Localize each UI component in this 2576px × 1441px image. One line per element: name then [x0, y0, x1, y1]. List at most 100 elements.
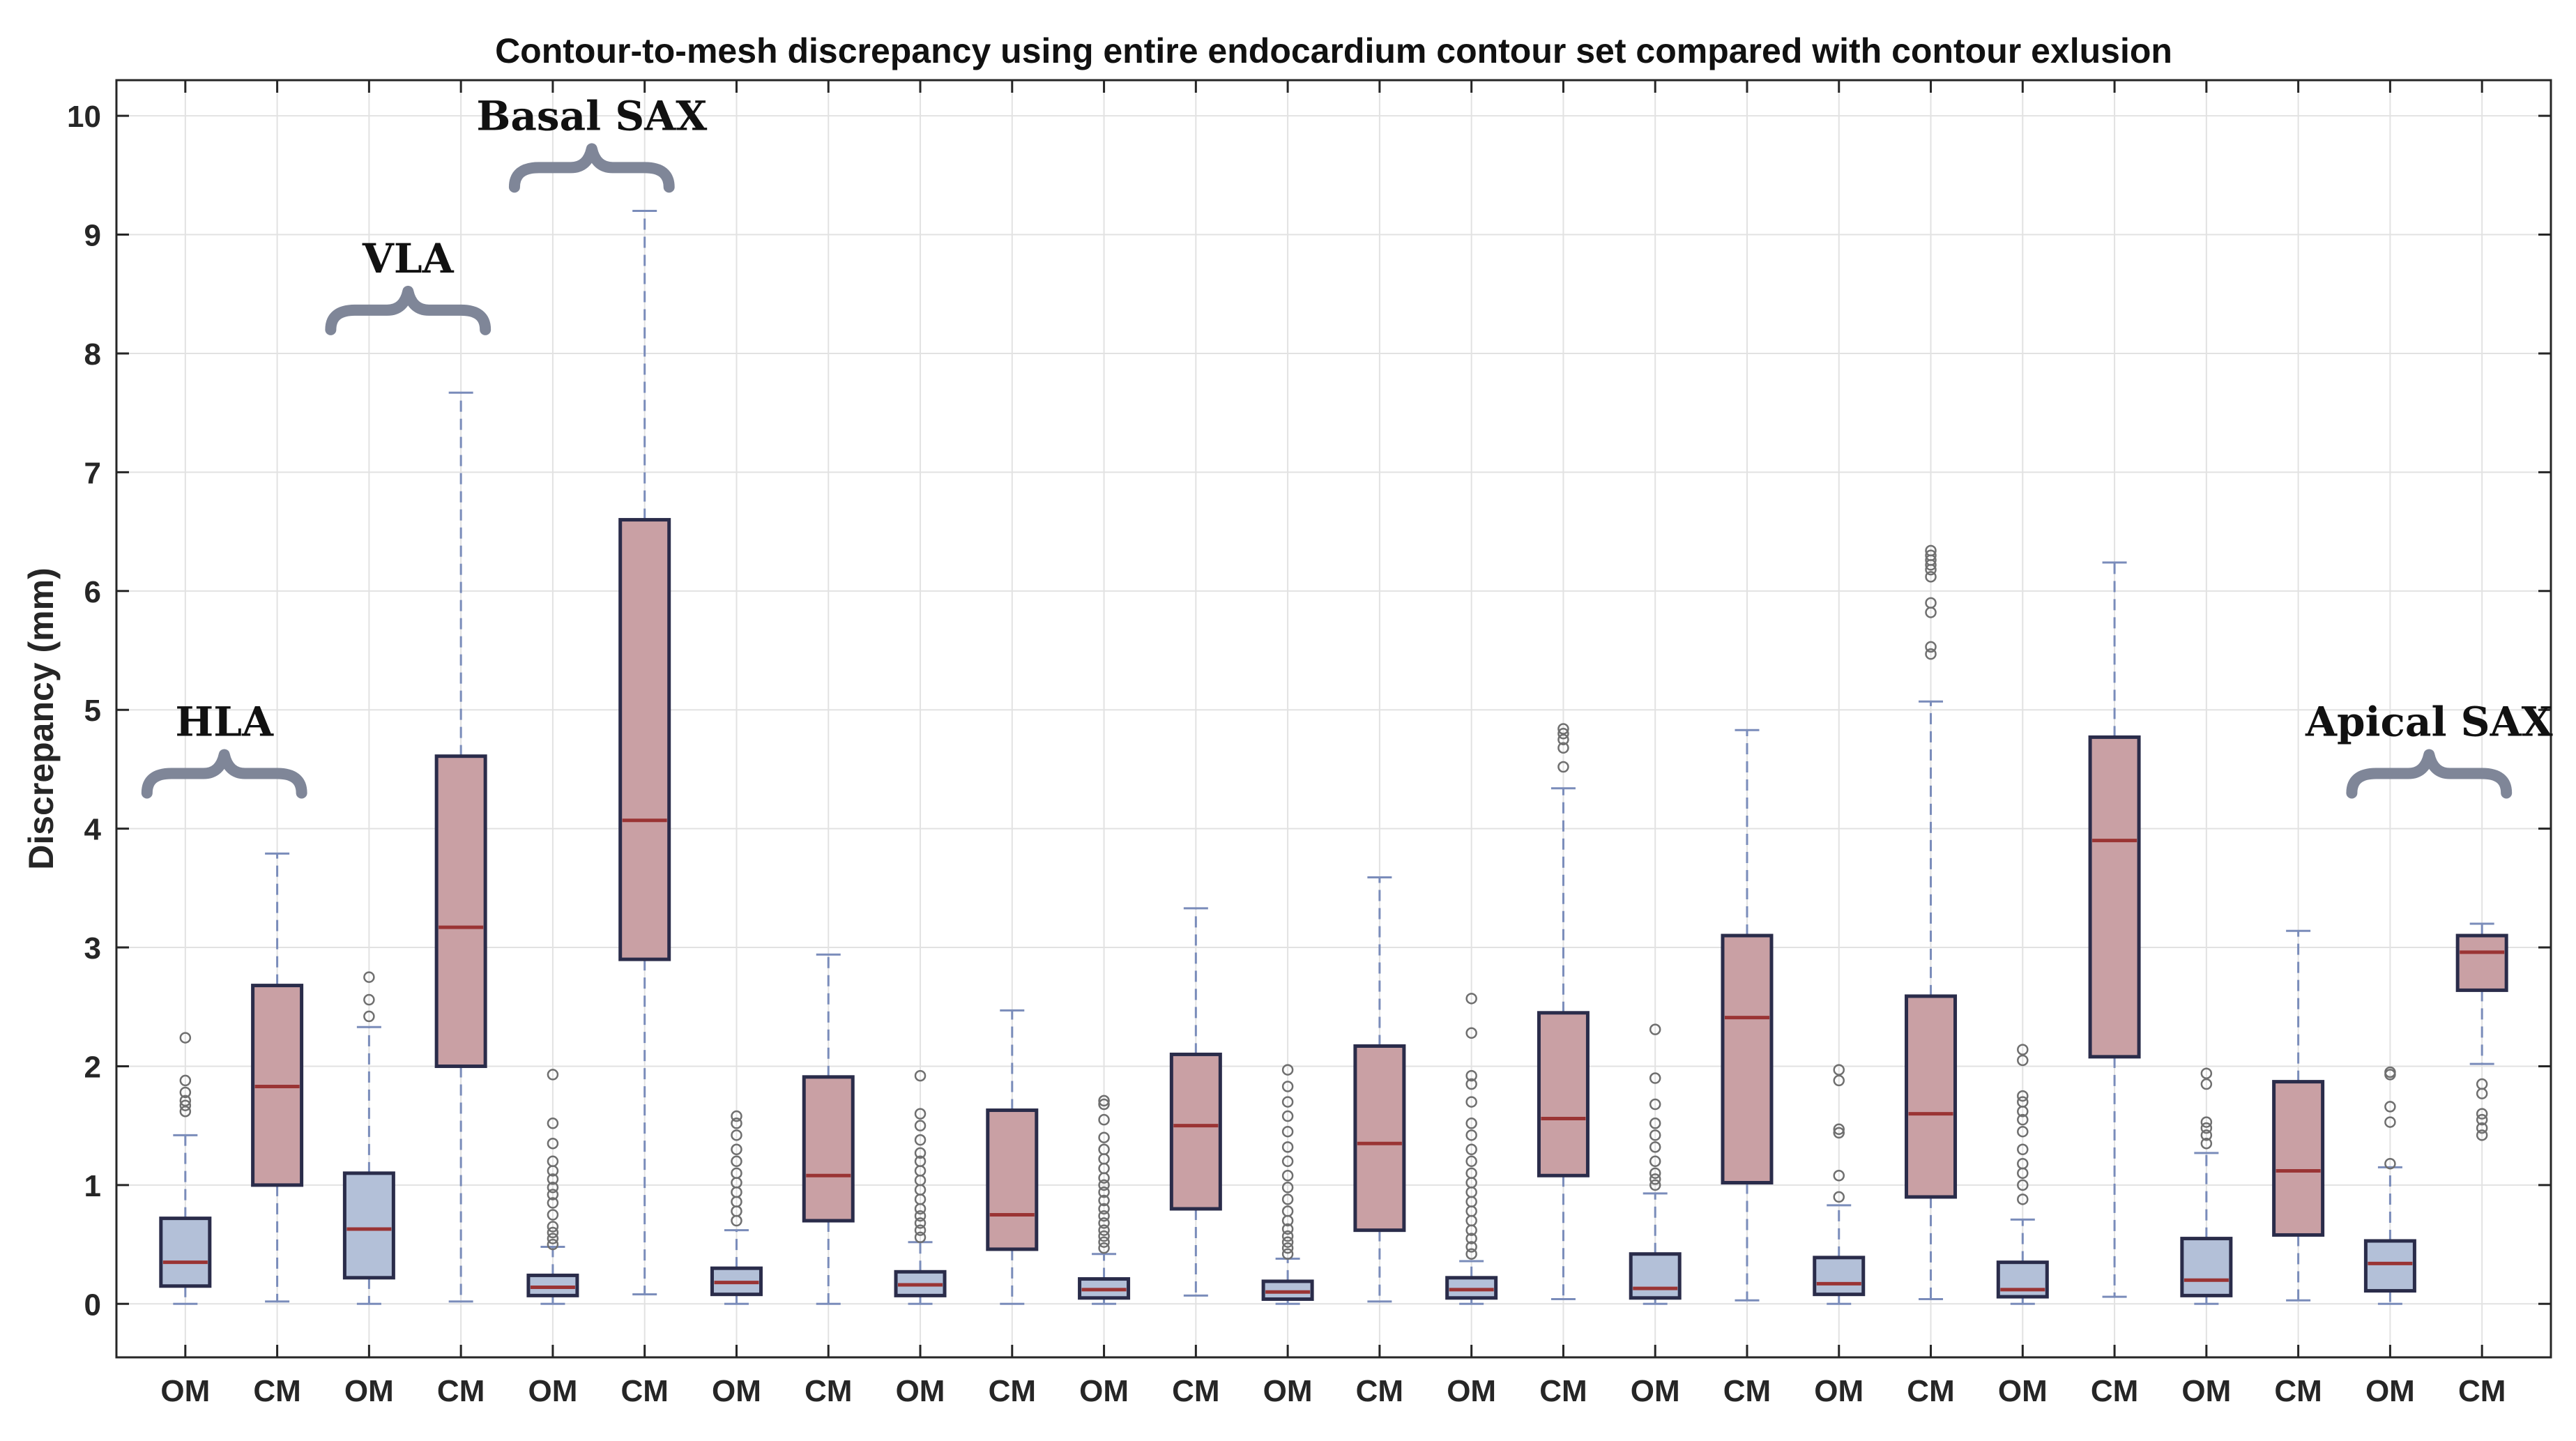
y-tick-label: 10	[67, 100, 101, 134]
outlier-point	[1098, 1095, 1110, 1107]
y-tick-label: 1	[84, 1169, 101, 1203]
outlier-point	[547, 1182, 559, 1194]
outlier-point	[363, 1010, 375, 1023]
outlier-point	[547, 1069, 559, 1081]
outlier-point	[731, 1155, 742, 1168]
box-om-24	[2363, 1066, 2416, 1305]
outlier-point	[1098, 1230, 1110, 1242]
outlier-point	[2384, 1116, 2396, 1128]
outlier-point	[1098, 1203, 1110, 1215]
outlier-point	[547, 1221, 559, 1233]
outlier-point	[2200, 1137, 2213, 1150]
x-tick-label-cm: CM	[1356, 1374, 1403, 1408]
iqr-box	[1996, 1260, 2049, 1299]
outlier-point	[547, 1118, 559, 1129]
iqr-box	[526, 1273, 579, 1297]
outlier-point	[914, 1155, 927, 1168]
outlier-point	[731, 1118, 742, 1129]
outlier-point	[1465, 993, 1477, 1005]
outlier-point	[2200, 1078, 2213, 1090]
outlier-point	[914, 1120, 927, 1131]
outlier-point	[914, 1231, 927, 1244]
x-tick-label-cm: CM	[1723, 1374, 1771, 1408]
box-om-18	[1813, 1064, 1866, 1305]
iqr-box	[2272, 1080, 2325, 1237]
group-label: Apical SAX	[2305, 699, 2553, 746]
outlier-point	[2476, 1113, 2488, 1126]
outlier-point	[914, 1134, 927, 1146]
iqr-box	[1445, 1276, 1498, 1300]
outlier-point	[1649, 1173, 1661, 1185]
y-axis-label: Discrepancy (mm)	[22, 567, 61, 870]
y-tick-label: 9	[84, 219, 101, 253]
iqr-box	[986, 1108, 1039, 1251]
outlier-point	[1281, 1081, 1294, 1092]
outlier-point	[2017, 1194, 2029, 1205]
outlier-point	[1281, 1125, 1294, 1138]
y-tick-label: 2	[84, 1050, 101, 1084]
group-label-layer: HLA VLA Basal SAX Apical SAX	[141, 92, 2553, 799]
y-tick-label: 8	[84, 337, 101, 372]
box-cm-1	[251, 852, 304, 1303]
box-om-4	[526, 1069, 579, 1305]
box-om-12	[1261, 1064, 1314, 1305]
outlier-point	[1098, 1210, 1110, 1222]
outlier-point	[1465, 1248, 1477, 1260]
outlier-point	[1833, 1064, 1845, 1076]
outlier-point	[914, 1069, 927, 1082]
outlier-point	[1281, 1096, 1294, 1108]
x-tick-label-om: OM	[2181, 1374, 2231, 1408]
outlier-point	[179, 1074, 192, 1087]
outlier-point	[1925, 571, 1937, 583]
outlier-point	[1833, 1127, 1845, 1139]
outlier-point	[547, 1155, 559, 1168]
outlier-point	[1465, 1027, 1477, 1039]
x-tick-label-om: OM	[1079, 1374, 1129, 1408]
outlier-point	[547, 1233, 559, 1244]
outlier-point	[179, 1095, 192, 1107]
outlier-point	[1833, 1123, 1845, 1136]
box-cm-13	[1353, 876, 1406, 1303]
box-om-16	[1629, 1023, 1682, 1305]
box-om-6	[710, 1110, 763, 1305]
outlier-point	[2384, 1157, 2396, 1170]
outlier-point	[1649, 1072, 1661, 1084]
outlier-point	[547, 1189, 559, 1200]
iqr-box	[1813, 1256, 1866, 1297]
iqr-box	[802, 1075, 855, 1223]
outlier-point	[914, 1224, 927, 1236]
outlier-point	[1925, 544, 1937, 557]
outlier-point	[1557, 723, 1569, 735]
x-tick-label-cm: CM	[2274, 1374, 2322, 1408]
box-om-0	[159, 1032, 212, 1305]
outlier-point	[179, 1032, 192, 1044]
iqr-box	[2363, 1239, 2416, 1293]
box-cm-19	[1905, 544, 1958, 1300]
x-tick-label-cm: CM	[1172, 1374, 1219, 1408]
x-tick-label-om: OM	[1631, 1374, 1680, 1408]
outlier-point	[1649, 1141, 1661, 1153]
outlier-point	[1649, 1129, 1661, 1141]
outlier-point	[1649, 1023, 1661, 1035]
outlier-point	[363, 971, 375, 983]
outlier-point	[2384, 1066, 2396, 1078]
iqr-box	[1169, 1052, 1222, 1211]
iqr-box	[2088, 735, 2141, 1059]
box-cm-21	[2088, 561, 2141, 1298]
outlier-point	[179, 1099, 192, 1111]
iqr-box	[1905, 994, 1958, 1199]
y-tick-label: 6	[84, 575, 101, 609]
outlier-point	[1465, 1078, 1477, 1090]
x-tick-label-om: OM	[1263, 1374, 1313, 1408]
x-tick-label-cm: CM	[805, 1374, 852, 1408]
outlier-point	[731, 1110, 742, 1122]
outlier-point	[1465, 1155, 1477, 1168]
outlier-point	[1925, 648, 1937, 660]
outlier-point	[1465, 1069, 1477, 1082]
outlier-point	[1098, 1143, 1110, 1156]
outlier-point	[1833, 1074, 1845, 1087]
outlier-point	[1465, 1096, 1477, 1108]
outlier-point	[1465, 1129, 1477, 1141]
outlier-point	[1465, 1118, 1477, 1129]
